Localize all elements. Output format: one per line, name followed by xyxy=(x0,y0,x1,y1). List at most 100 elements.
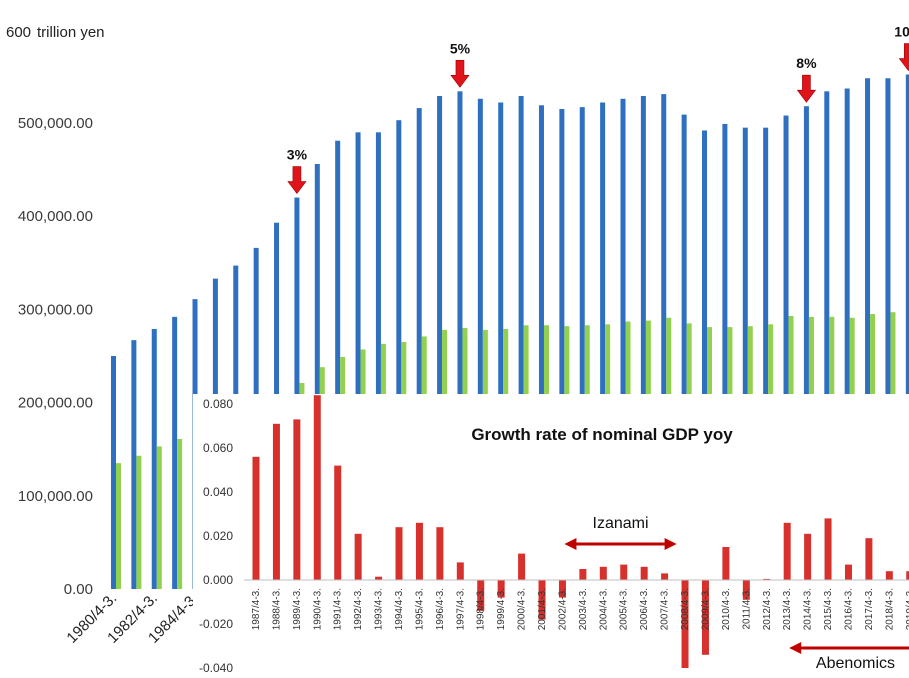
inset-bar xyxy=(518,553,526,580)
inset-bar xyxy=(599,566,607,580)
main-bar-blue xyxy=(702,130,708,589)
inset-x-tick-label: 2004/4-3. xyxy=(598,588,609,630)
inset-bar xyxy=(620,564,628,580)
main-bar-blue xyxy=(437,95,443,590)
inset-x-tick-label: 1997/4-3. xyxy=(455,588,466,630)
inset-x-tick-label: 1988/4-3. xyxy=(271,588,282,630)
inset-x-tick-label: 2014/4-3. xyxy=(803,588,814,630)
main-bar-blue xyxy=(151,328,157,589)
inset-y-tick-label: 0.080 xyxy=(203,397,233,411)
inset-bar xyxy=(763,578,771,580)
main-x-axis-ticks: 1980/4-3.1982/4-3.1984/4-3. xyxy=(63,590,201,647)
main-bar-blue xyxy=(783,115,789,589)
inset-x-axis-ticks: 1987/4-3. 1988/4-3. 1989/4-3. 1990/4-3. 1991… xyxy=(251,588,909,630)
inset-y-tick-label: 0.060 xyxy=(203,441,233,455)
period-arrow-right-icon xyxy=(664,538,677,550)
main-bar-blue xyxy=(131,340,137,589)
inset-x-tick-label: 2005/4-3. xyxy=(619,588,630,630)
inset-title: Growth rate of nominal GDP yoy xyxy=(471,425,733,444)
main-bar-blue xyxy=(457,91,463,589)
main-bar-green xyxy=(177,438,183,589)
tax-rate-annotations: 3% 5% 8% 10% xyxy=(287,24,909,195)
inset-bar xyxy=(497,580,505,598)
main-bar-blue xyxy=(335,140,341,589)
period-label: Izanami xyxy=(593,515,649,532)
inset-y-tick-label: -0.040 xyxy=(199,661,233,675)
tax-rate-label: 10% xyxy=(894,24,909,40)
main-bar-blue xyxy=(885,78,891,589)
main-bar-blue xyxy=(518,95,524,590)
inset-x-tick-label: 1991/4-3. xyxy=(333,588,344,630)
period-annotations: Izanami Abenomics xyxy=(564,515,909,672)
inset-bar xyxy=(334,465,342,580)
main-y-axis-ticks: 0.00 100,000.00 200,000.00 300,000.00 400,00… xyxy=(18,115,93,598)
inset-bar xyxy=(722,547,730,580)
y-unit-number: 600 xyxy=(6,24,31,41)
period-label: Abenomics xyxy=(816,655,895,672)
main-bar-blue xyxy=(722,123,728,589)
main-y-tick-label: 300,000.00 xyxy=(18,301,93,318)
period-arrow-left-icon xyxy=(564,538,577,550)
main-bar-blue xyxy=(396,120,402,589)
main-bar-blue xyxy=(661,94,667,589)
inset-bar xyxy=(395,527,403,580)
inset-x-tick-label: 2008/4-3. xyxy=(680,588,691,630)
main-y-tick-label: 500,000.00 xyxy=(18,115,93,132)
inset-bar xyxy=(824,518,832,580)
main-bar-blue xyxy=(314,164,320,589)
inset-x-tick-label: 2013/4-3. xyxy=(782,588,793,630)
main-y-tick-label: 400,000.00 xyxy=(18,208,93,225)
inset-x-tick-label: 1998/4-3. xyxy=(476,588,487,630)
inset-x-tick-label: 1995/4-3. xyxy=(414,588,425,630)
inset-x-tick-label: 2018/4-3. xyxy=(884,588,895,630)
inset-x-tick-label: 2011/4-3. xyxy=(741,588,752,630)
main-bar-green xyxy=(156,446,162,589)
main-bar-blue xyxy=(498,102,504,589)
main-bar-blue xyxy=(763,127,769,589)
inset-bar xyxy=(313,395,321,580)
tax-rate-arrow-icon xyxy=(450,60,470,88)
inset-bar xyxy=(885,571,893,580)
main-bar-blue xyxy=(824,91,830,589)
inset-bar xyxy=(681,580,689,668)
inset-y-axis-ticks: -0.040 -0.020 0.000 0.020 0.040 0.060 0.080 xyxy=(199,397,233,675)
main-bar-blue xyxy=(640,95,646,590)
inset-x-tick-label: 1990/4-3. xyxy=(312,588,323,630)
tax-rate-arrow-icon xyxy=(796,74,817,103)
inset-x-tick-label: 2007/4-3. xyxy=(660,588,671,630)
inset-x-tick-label: 1993/4-3. xyxy=(374,588,385,630)
inset-x-tick-label: 1989/4-3. xyxy=(292,588,303,630)
inset-x-tick-label: 2009/4-3. xyxy=(700,588,711,630)
inset-bar xyxy=(558,580,566,598)
tax-rate-label: 8% xyxy=(796,55,817,71)
inset-x-tick-label: 2003/4-3. xyxy=(578,588,589,630)
inset-bar xyxy=(865,538,873,580)
main-bar-blue xyxy=(681,114,687,589)
main-y-tick-label: 100,000.00 xyxy=(18,488,93,505)
inset-x-tick-label: 2002/4-3. xyxy=(557,588,568,630)
inset-bar xyxy=(701,580,709,655)
main-bar-blue xyxy=(742,127,748,589)
inset-bar xyxy=(906,571,909,580)
inset-x-tick-label: 2000/4-3. xyxy=(517,588,528,630)
main-bar-green xyxy=(116,463,121,589)
inset-x-tick-label: 1992/4-3. xyxy=(353,588,364,630)
inset-x-tick-label: 2012/4-3. xyxy=(762,588,773,630)
main-bar-blue xyxy=(375,132,381,589)
main-bar-blue xyxy=(620,98,626,589)
tax-rate-arrow-icon xyxy=(898,43,909,72)
inset-bar xyxy=(742,580,750,600)
inset-growth-rate-chart: Growth rate of nominal GDP yoy -0.040 -0.… xyxy=(193,394,909,678)
inset-y-tick-label: -0.020 xyxy=(199,617,233,631)
inset-bar xyxy=(538,580,546,620)
inset-bar xyxy=(375,576,383,580)
inset-bar xyxy=(252,456,260,580)
main-bar-blue xyxy=(538,105,544,590)
tax-rate-label: 5% xyxy=(450,40,471,56)
y-unit-label: trillion yen xyxy=(37,24,105,41)
inset-x-tick-label: 2019/4-3. xyxy=(905,588,909,630)
inset-y-tick-label: 0.040 xyxy=(203,485,233,499)
inset-bar xyxy=(844,564,852,580)
main-bar-blue xyxy=(355,132,361,589)
main-bar-blue xyxy=(477,98,483,589)
